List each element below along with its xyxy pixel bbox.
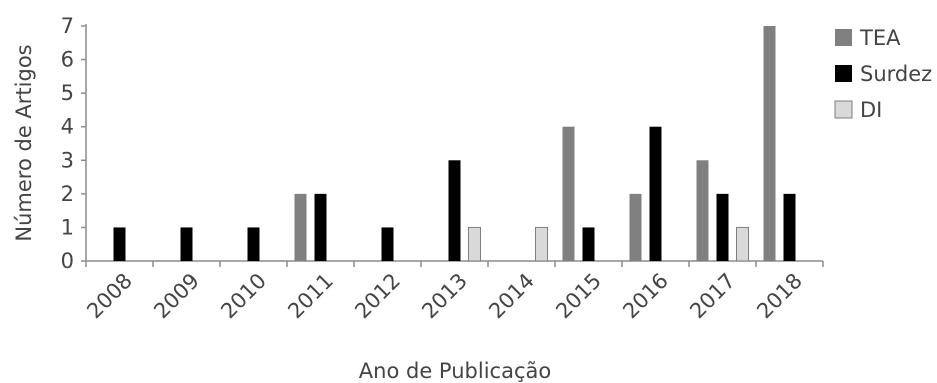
y-axis-title: Número de Artigos	[12, 44, 36, 241]
bar-surdez-2009	[180, 227, 193, 261]
x-tick-label: 2008	[82, 269, 137, 324]
legend-label-tea: TEA	[859, 26, 901, 50]
x-tick-label: 2013	[417, 269, 472, 324]
y-tick-label: 3	[61, 148, 74, 172]
bar-surdez-2017	[716, 193, 729, 261]
bar-surdez-2018	[783, 193, 796, 261]
bar-surdez-2010	[247, 227, 260, 261]
bar-di-2017	[736, 226, 749, 262]
legend-swatch-tea	[835, 29, 852, 46]
bar-surdez-2011	[314, 193, 327, 261]
y-tick-label: 2	[61, 182, 74, 206]
tick-labels: 0 1 2 3 4 5 6 7 2008 2009 2010 2011 2012 2013 2014 2015…	[61, 14, 807, 323]
bar-tea-2015	[562, 126, 575, 261]
x-axis-title: Ano de Publicação	[359, 359, 551, 383]
x-tick-label: 2009	[149, 269, 204, 324]
x-tick-label: 2012	[350, 269, 405, 324]
x-tick-label: 2017	[685, 269, 740, 324]
x-tick-label: 2010	[216, 269, 271, 324]
y-tick-label: 1	[61, 215, 74, 239]
bars	[113, 26, 796, 262]
x-tick-label: 2015	[551, 269, 606, 324]
bar-di-2013	[468, 226, 481, 262]
x-tick-label: 2018	[752, 269, 807, 324]
bar-surdez-2008	[113, 227, 126, 261]
legend: TEA Surdez DI	[834, 26, 932, 122]
bar-tea-2011	[294, 193, 307, 261]
bar-tea-2017	[696, 160, 709, 261]
legend-swatch-surdez	[835, 65, 852, 82]
bar-di-2014	[535, 226, 548, 262]
bar-surdez-2012	[381, 227, 394, 261]
bar-tea-2016	[629, 193, 642, 261]
y-tick-label: 5	[61, 81, 74, 105]
y-tick-label: 7	[61, 14, 74, 38]
bar-tea-2018	[763, 26, 776, 261]
y-tick-label: 0	[61, 249, 74, 273]
bar-surdez-2013	[448, 160, 461, 261]
y-tick-label: 4	[61, 115, 74, 139]
x-tick-label: 2011	[283, 269, 338, 324]
x-tick-label: 2016	[618, 269, 673, 324]
x-tick-label: 2014	[484, 269, 539, 324]
bar-surdez-2016	[649, 126, 662, 261]
y-tick-label: 6	[61, 48, 74, 72]
legend-label-di: DI	[860, 98, 882, 122]
legend-label-surdez: Surdez	[860, 62, 932, 86]
legend-swatch-di	[834, 100, 853, 119]
bar-surdez-2015	[582, 227, 595, 261]
